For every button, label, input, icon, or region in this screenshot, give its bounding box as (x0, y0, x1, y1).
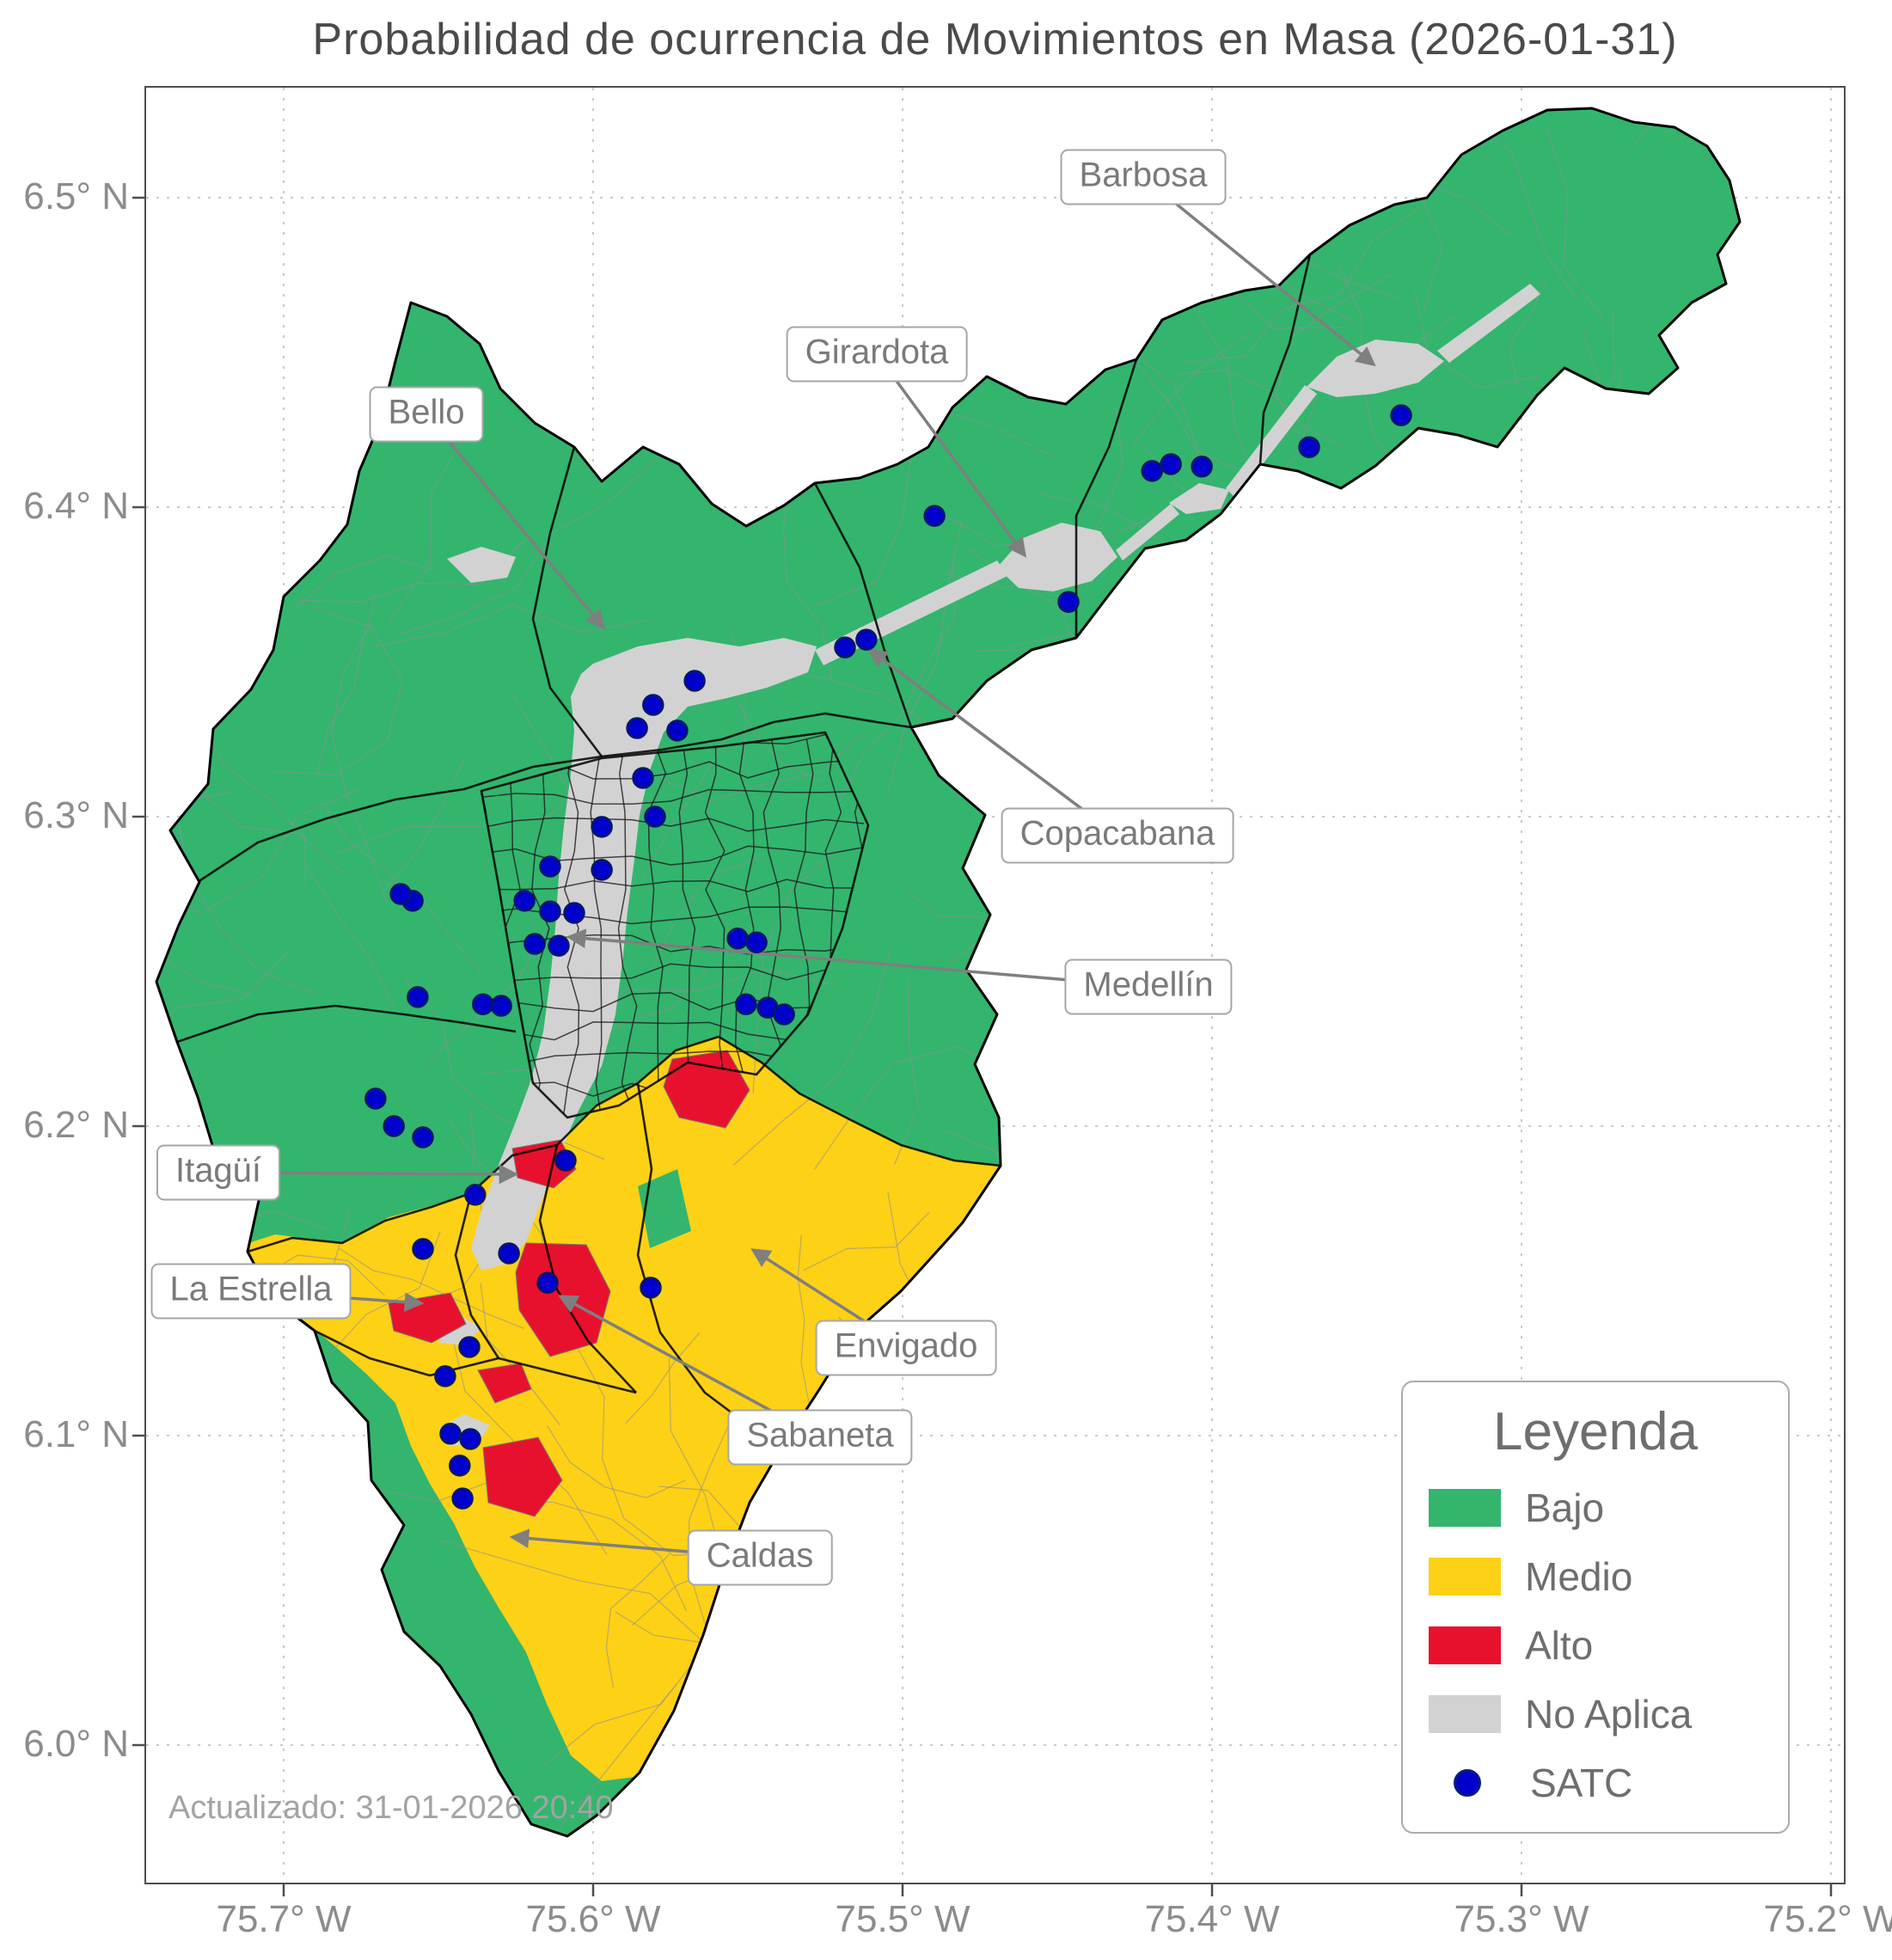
legend-title: Leyenda (1493, 1402, 1698, 1461)
legend-label-satc: SATC (1530, 1761, 1633, 1805)
legend-item-satc: SATC (1429, 1760, 1762, 1806)
y-tick-label: 6.0° N (23, 1723, 129, 1765)
chart-title: Probabilidad de ocurrencia de Movimiento… (312, 15, 1678, 64)
map-label-itag-: Itagüí (156, 1144, 281, 1201)
y-tick-label: 6.5° N (23, 175, 129, 217)
x-tick-label: 75.5° W (835, 1898, 970, 1940)
x-tick-label: 75.2° W (1763, 1898, 1892, 1940)
map-label-caldas: Caldas (687, 1529, 833, 1586)
legend-item-no-aplica: No Aplica (1429, 1691, 1762, 1737)
x-tick-label: 75.7° W (216, 1898, 352, 1940)
x-tick-label: 75.6° W (525, 1898, 661, 1940)
legend-label-alto: Alto (1525, 1623, 1594, 1668)
legend-swatch-medio (1429, 1558, 1501, 1596)
updated-timestamp: Actualizado: 31-01-2026 20:40 (168, 1790, 614, 1826)
map-label-bello: Bello (369, 386, 484, 443)
map-label-sabaneta: Sabaneta (727, 1409, 913, 1466)
legend-item-medio: Medio (1429, 1553, 1762, 1600)
legend-label-medio: Medio (1525, 1554, 1633, 1599)
y-tick-label: 6.2° N (23, 1104, 129, 1146)
map-label-envigado: Envigado (815, 1320, 997, 1376)
legend-label-bajo: Bajo (1525, 1485, 1605, 1530)
y-tick-label: 6.1° N (23, 1413, 129, 1455)
y-tick-label: 6.3° N (23, 794, 129, 836)
map-label-barbosa: Barbosa (1060, 149, 1227, 205)
y-tick-label: 6.4° N (23, 485, 129, 527)
map-label-girardota: Girardota (786, 326, 968, 383)
legend-item-alto: Alto (1429, 1622, 1762, 1669)
legend: Leyenda Bajo Medio Alto No Aplica SATC (1401, 1381, 1790, 1834)
x-tick-label: 75.4° W (1144, 1898, 1280, 1940)
legend-dot-satc (1454, 1769, 1481, 1797)
legend-label-no-aplica: No Aplica (1525, 1692, 1693, 1736)
legend-swatch-alto (1429, 1626, 1501, 1664)
map-label-la-estrella: La Estrella (150, 1263, 352, 1320)
legend-swatch-bajo (1429, 1489, 1501, 1527)
map-label-copacabana: Copacabana (1001, 807, 1234, 864)
map-label-medell-n: Medellín (1064, 959, 1233, 1015)
legend-item-bajo: Bajo (1429, 1485, 1762, 1531)
x-tick-label: 75.3° W (1454, 1898, 1589, 1940)
legend-swatch-no-aplica (1429, 1695, 1501, 1733)
